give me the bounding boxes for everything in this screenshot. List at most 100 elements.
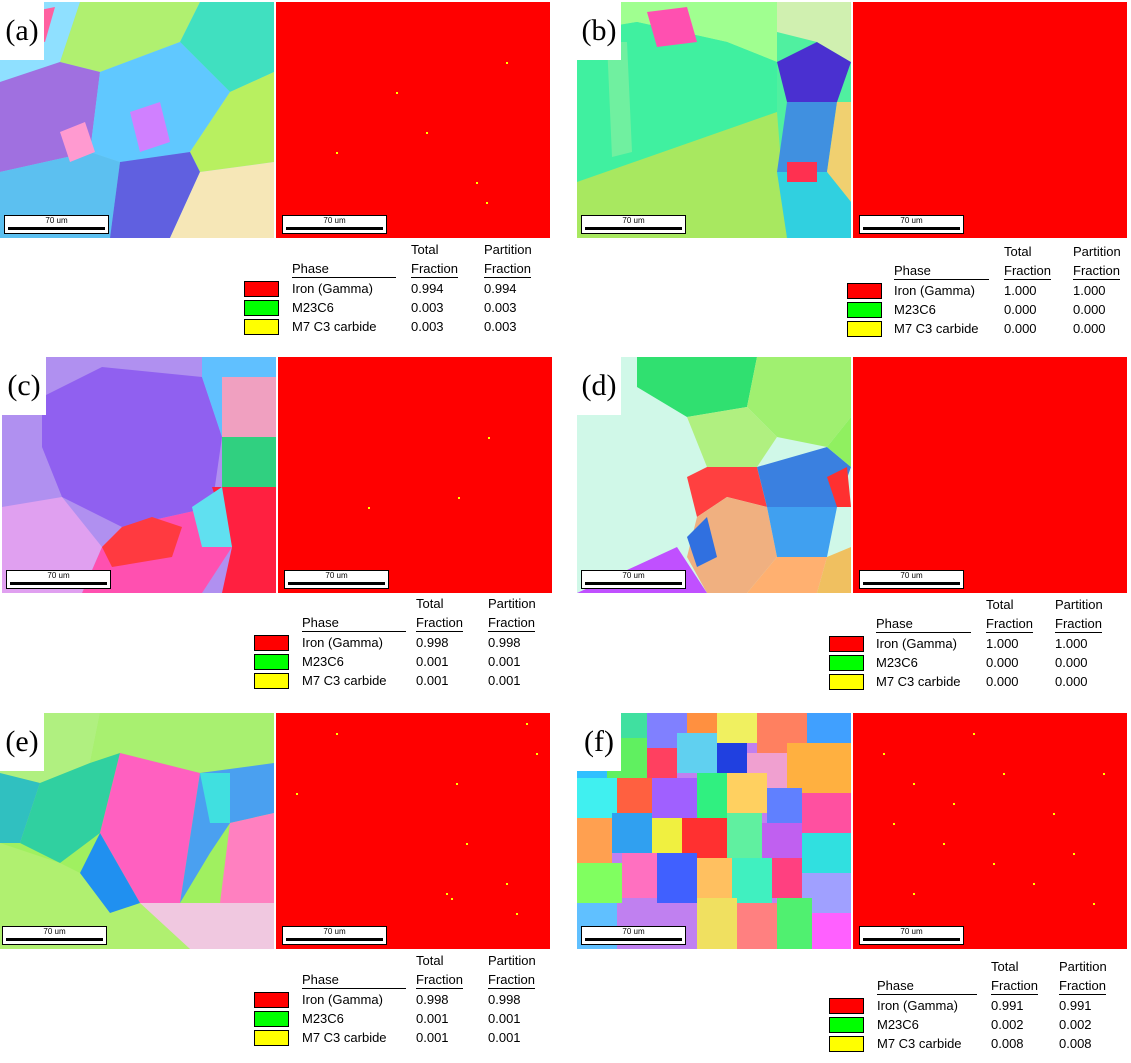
swatch-m23c6: [254, 654, 289, 670]
legend-row: M23C6 0.002 0.002: [829, 1016, 1131, 1034]
ebsd-orientation-map: (c) 70 um: [2, 357, 276, 593]
scale-bar-text: 70 um: [900, 216, 923, 225]
panel-e: (e) 70 um 70 um Total Partition Phase Fr…: [0, 713, 560, 1063]
phase-map: 70 um: [276, 713, 550, 949]
total-fraction: 0.998: [416, 635, 449, 650]
ebsd-orientation-map: (b) 70 um: [577, 2, 851, 238]
header-phase: Phase: [302, 615, 406, 632]
scale-bar-text: 70 um: [622, 216, 645, 225]
header-total-1: Total: [991, 959, 1019, 974]
total-fraction: 0.003: [411, 300, 444, 315]
swatch-m23c6: [829, 1017, 864, 1033]
legend-row: Iron (Gamma) 0.998 0.998: [254, 634, 574, 652]
total-fraction: 0.003: [411, 319, 444, 334]
header-total-2: Fraction: [416, 972, 463, 989]
total-fraction: 1.000: [986, 636, 1019, 651]
header-total-2: Fraction: [991, 978, 1038, 995]
phase-name: M7 C3 carbide: [302, 1030, 387, 1045]
partition-fraction: 0.001: [488, 654, 521, 669]
swatch-m23c6: [829, 655, 864, 671]
legend-row: M7 C3 carbide 0.001 0.001: [254, 1029, 574, 1047]
scale-bar-text: 70 um: [325, 571, 348, 580]
header-phase: Phase: [292, 261, 396, 278]
phase-legend: Total Partition Phase Fraction Fraction …: [847, 244, 1131, 344]
panel-c: (c) 70 um 70 um Total Partition Phase Fr…: [2, 357, 562, 707]
total-fraction: 0.001: [416, 1030, 449, 1045]
ebsd-orientation-map: (d) 70 um: [577, 357, 851, 593]
scale-bar-text: 70 um: [622, 571, 645, 580]
total-fraction: 0.008: [991, 1036, 1024, 1051]
panel-b: (b) 70 um 70 um Total Partition Phase Fr…: [577, 2, 1131, 352]
scale-bar-line: [585, 938, 682, 941]
partition-fraction: 0.000: [1055, 655, 1088, 670]
phase-legend: Total Partition Phase Fraction Fraction …: [254, 953, 574, 1053]
phase-legend: Total Partition Phase Fraction Fraction …: [244, 242, 564, 342]
header-total-2: Fraction: [411, 261, 458, 278]
total-fraction: 0.991: [991, 998, 1024, 1013]
scale-bar-text: 70 um: [622, 927, 645, 936]
scale-bar-line: [863, 938, 960, 941]
panel-label: (d): [577, 357, 621, 415]
phase-map: 70 um: [853, 357, 1127, 593]
scale-bar: 70 um: [859, 215, 964, 234]
scale-bar: 70 um: [581, 570, 686, 589]
scale-bar-text: 70 um: [43, 927, 66, 936]
legend-row: M23C6 0.001 0.001: [254, 1010, 574, 1028]
phase-name: Iron (Gamma): [894, 283, 975, 298]
scale-bar: 70 um: [6, 570, 111, 589]
phase-name: M7 C3 carbide: [302, 673, 387, 688]
header-total-1: Total: [411, 242, 439, 257]
phase-map: 70 um: [276, 2, 550, 238]
phase-name: M23C6: [876, 655, 918, 670]
header-total-1: Total: [416, 953, 444, 968]
swatch-m7c3: [829, 1036, 864, 1052]
phase-name: Iron (Gamma): [302, 635, 383, 650]
scale-bar: 70 um: [282, 215, 387, 234]
total-fraction: 0.002: [991, 1017, 1024, 1032]
legend-row: M7 C3 carbide 0.008 0.008: [829, 1035, 1131, 1053]
scale-bar-line: [8, 227, 105, 230]
total-fraction: 0.001: [416, 654, 449, 669]
swatch-iron: [254, 992, 289, 1008]
partition-fraction: 1.000: [1073, 283, 1106, 298]
swatch-m7c3: [829, 674, 864, 690]
partition-fraction: 0.998: [488, 992, 521, 1007]
partition-fraction: 0.002: [1059, 1017, 1092, 1032]
scale-bar-line: [288, 582, 385, 585]
header-phase: Phase: [876, 616, 971, 633]
total-fraction: 0.994: [411, 281, 444, 296]
scale-bar-line: [585, 227, 682, 230]
partition-fraction: 1.000: [1055, 636, 1088, 651]
panel-a: (a) 70 um 70 um Total Partition Phase Fr…: [0, 2, 560, 352]
scale-bar-line: [863, 227, 960, 230]
partition-fraction: 0.998: [488, 635, 521, 650]
panel-d: (d) 70 um 70 um Total Partition Phase Fr…: [577, 357, 1131, 707]
legend-row: M23C6 0.000 0.000: [829, 654, 1131, 672]
phase-name: M7 C3 carbide: [292, 319, 377, 334]
phase-name: M23C6: [292, 300, 334, 315]
legend-row: M7 C3 carbide 0.003 0.003: [244, 318, 564, 336]
header-partition-1: Partition: [484, 242, 532, 257]
legend-row: M23C6 0.003 0.003: [244, 299, 564, 317]
total-fraction: 0.000: [1004, 302, 1037, 317]
scale-bar-text: 70 um: [47, 571, 70, 580]
legend-row: Iron (Gamma) 0.998 0.998: [254, 991, 574, 1009]
scale-bar-line: [585, 582, 682, 585]
panel-f: (f) 70 um 70 um Total Partition Phase F: [577, 713, 1131, 1063]
swatch-iron: [254, 635, 289, 651]
legend-row: Iron (Gamma) 1.000 1.000: [847, 282, 1131, 300]
swatch-m7c3: [254, 673, 289, 689]
swatch-m23c6: [847, 302, 882, 318]
swatch-m7c3: [847, 321, 882, 337]
legend-row: M7 C3 carbide 0.000 0.000: [847, 320, 1131, 338]
partition-fraction: 0.994: [484, 281, 517, 296]
partition-fraction: 0.991: [1059, 998, 1092, 1013]
legend-row: M23C6 0.000 0.000: [847, 301, 1131, 319]
legend-row: Iron (Gamma) 1.000 1.000: [829, 635, 1131, 653]
legend-row: Iron (Gamma) 0.994 0.994: [244, 280, 564, 298]
ebsd-orientation-map: (a) 70 um: [0, 2, 274, 238]
swatch-m23c6: [244, 300, 279, 316]
phase-name: Iron (Gamma): [302, 992, 383, 1007]
swatch-m7c3: [244, 319, 279, 335]
header-total-2: Fraction: [1004, 263, 1051, 280]
